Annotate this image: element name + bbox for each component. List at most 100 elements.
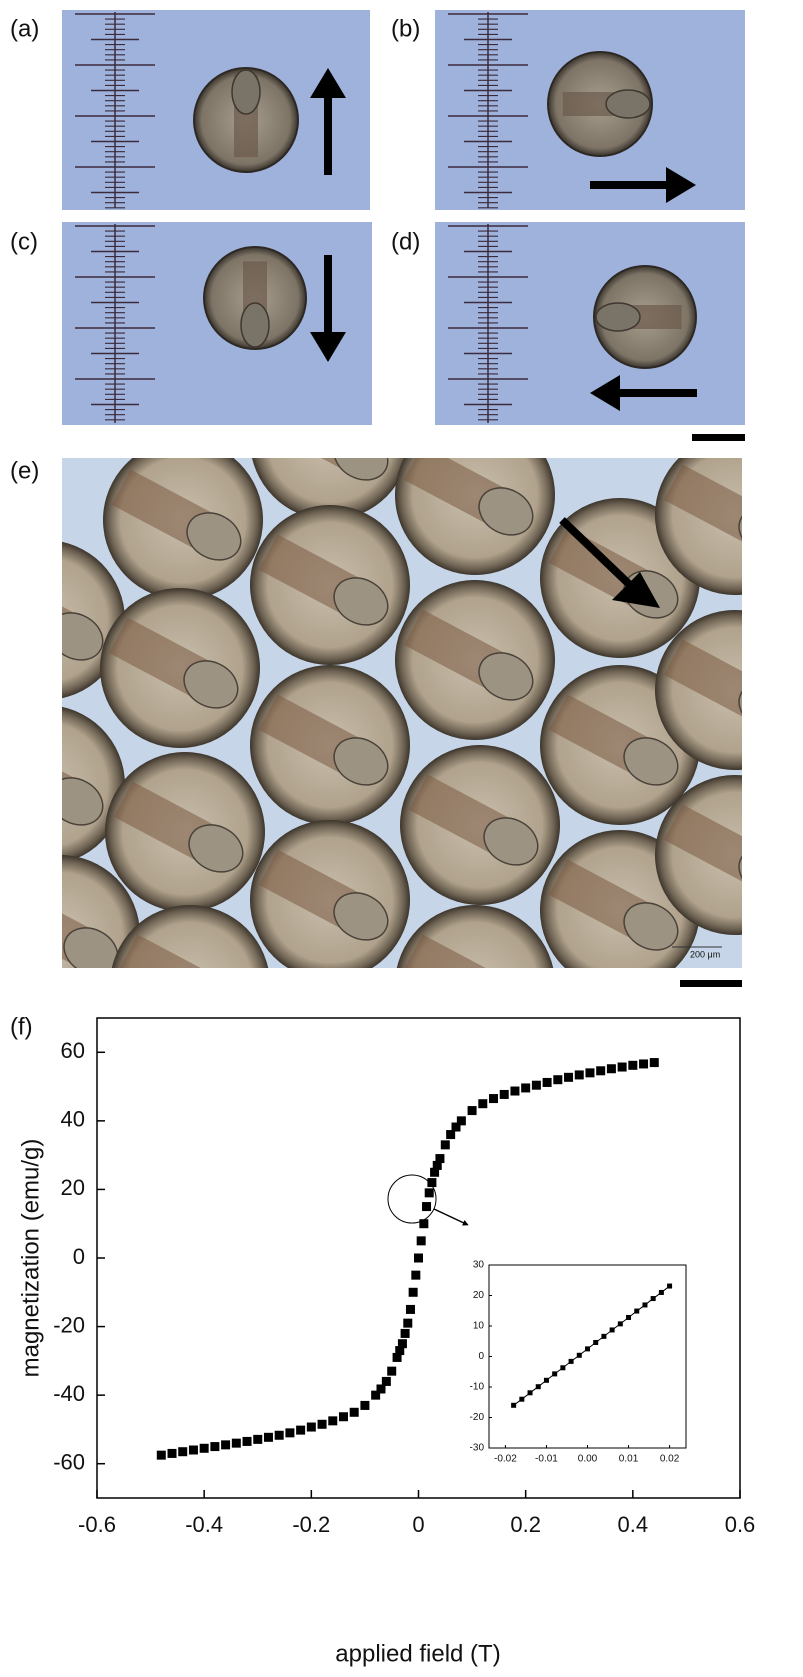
x-tick-label: -0.6 bbox=[78, 1512, 116, 1537]
data-point bbox=[642, 1302, 647, 1307]
data-point bbox=[651, 1296, 656, 1301]
photo-panels: 200 μm (a) (b) (c) (d) (e) (f) bbox=[0, 10, 803, 1093]
x-tick-label: 0.00 bbox=[578, 1454, 598, 1465]
data-point bbox=[585, 1068, 594, 1077]
data-point bbox=[350, 1408, 359, 1417]
y-tick-label: -40 bbox=[53, 1381, 85, 1406]
data-point bbox=[307, 1423, 316, 1432]
panel-label: (a) bbox=[10, 15, 39, 42]
data-point bbox=[564, 1073, 573, 1082]
x-tick-label: 0.4 bbox=[618, 1512, 649, 1537]
data-point bbox=[500, 1090, 509, 1099]
x-tick-label: 0.6 bbox=[725, 1512, 756, 1537]
data-point bbox=[610, 1327, 615, 1332]
y-tick-label: 10 bbox=[473, 1321, 485, 1332]
y-axis-title: magnetization (emu/g) bbox=[17, 1139, 44, 1378]
data-point bbox=[168, 1449, 177, 1458]
scale-label: 200 μm bbox=[690, 949, 720, 959]
data-point bbox=[210, 1442, 219, 1451]
data-point bbox=[552, 1371, 557, 1376]
data-point bbox=[585, 1346, 590, 1351]
data-point bbox=[618, 1321, 623, 1326]
droplets bbox=[0, 332, 803, 1093]
y-tick-label: 0 bbox=[478, 1351, 484, 1362]
data-point bbox=[243, 1437, 252, 1446]
data-point bbox=[422, 1202, 431, 1211]
data-point bbox=[189, 1446, 198, 1455]
data-point bbox=[639, 1059, 648, 1068]
y-tick-label: -10 bbox=[470, 1382, 485, 1393]
data-point bbox=[596, 1066, 605, 1075]
data-point bbox=[318, 1420, 327, 1429]
data-point bbox=[232, 1439, 241, 1448]
data-point bbox=[478, 1099, 487, 1108]
y-tick-label: 40 bbox=[61, 1107, 85, 1132]
data-point bbox=[667, 1284, 672, 1289]
data-point bbox=[560, 1365, 565, 1370]
y-tick-label: -20 bbox=[470, 1412, 485, 1423]
data-point bbox=[382, 1377, 391, 1386]
data-point bbox=[360, 1401, 369, 1410]
data-point bbox=[425, 1188, 434, 1197]
data-point bbox=[419, 1219, 428, 1228]
x-axis-title: applied field (T) bbox=[335, 1640, 500, 1667]
data-point bbox=[489, 1094, 498, 1103]
data-point bbox=[618, 1063, 627, 1072]
data-point bbox=[221, 1440, 230, 1449]
data-point bbox=[511, 1403, 516, 1408]
data-point bbox=[626, 1315, 631, 1320]
data-point bbox=[253, 1435, 262, 1444]
data-point bbox=[634, 1309, 639, 1314]
data-point bbox=[601, 1334, 606, 1339]
data-point bbox=[401, 1329, 410, 1338]
data-point bbox=[544, 1378, 549, 1383]
data-point bbox=[296, 1426, 305, 1435]
x-tick-label: 0 bbox=[412, 1512, 424, 1537]
data-point bbox=[607, 1064, 616, 1073]
droplet bbox=[548, 52, 652, 156]
data-point bbox=[285, 1428, 294, 1437]
data-point bbox=[403, 1319, 412, 1328]
data-point bbox=[575, 1070, 584, 1079]
data-point bbox=[414, 1254, 423, 1263]
chart: applied field (T) magnetization (emu/g) … bbox=[17, 1018, 755, 1667]
data-point bbox=[417, 1236, 426, 1245]
data-point bbox=[457, 1116, 466, 1125]
y-tick-label: 20 bbox=[473, 1290, 485, 1301]
y-tick-label: -60 bbox=[53, 1450, 85, 1475]
data-point bbox=[387, 1367, 396, 1376]
data-point bbox=[275, 1431, 284, 1440]
droplet-cap bbox=[232, 70, 260, 114]
data-point bbox=[553, 1075, 562, 1084]
data-point bbox=[528, 1390, 533, 1395]
y-tick-label: 30 bbox=[473, 1260, 485, 1271]
data-point bbox=[650, 1058, 659, 1067]
panel-label: (c) bbox=[10, 228, 38, 255]
y-tick-label: 60 bbox=[61, 1038, 85, 1063]
panel-label: (f) bbox=[10, 1013, 33, 1040]
x-tick-label: -0.02 bbox=[494, 1454, 517, 1465]
scale-bar bbox=[680, 980, 742, 987]
data-point bbox=[406, 1305, 415, 1314]
data-point bbox=[264, 1433, 273, 1442]
data-point bbox=[200, 1444, 209, 1453]
data-point bbox=[659, 1290, 664, 1295]
data-point bbox=[521, 1083, 530, 1092]
x-tick-label: -0.01 bbox=[535, 1454, 558, 1465]
droplet bbox=[194, 68, 298, 172]
data-point bbox=[519, 1397, 524, 1402]
data-point bbox=[409, 1288, 418, 1297]
data-point bbox=[339, 1412, 348, 1421]
x-tick-label: -0.4 bbox=[185, 1512, 223, 1537]
data-point bbox=[543, 1078, 552, 1087]
panel-label: (b) bbox=[391, 15, 420, 42]
panel-label: (d) bbox=[391, 228, 420, 255]
x-tick-label: 0.2 bbox=[510, 1512, 541, 1537]
droplet bbox=[594, 266, 696, 368]
x-tick-label: 0.02 bbox=[660, 1454, 680, 1465]
plot-frame bbox=[489, 1265, 686, 1448]
data-point bbox=[411, 1271, 420, 1280]
droplet-cap bbox=[606, 90, 650, 118]
data-point bbox=[510, 1087, 519, 1096]
data-point bbox=[157, 1451, 166, 1460]
